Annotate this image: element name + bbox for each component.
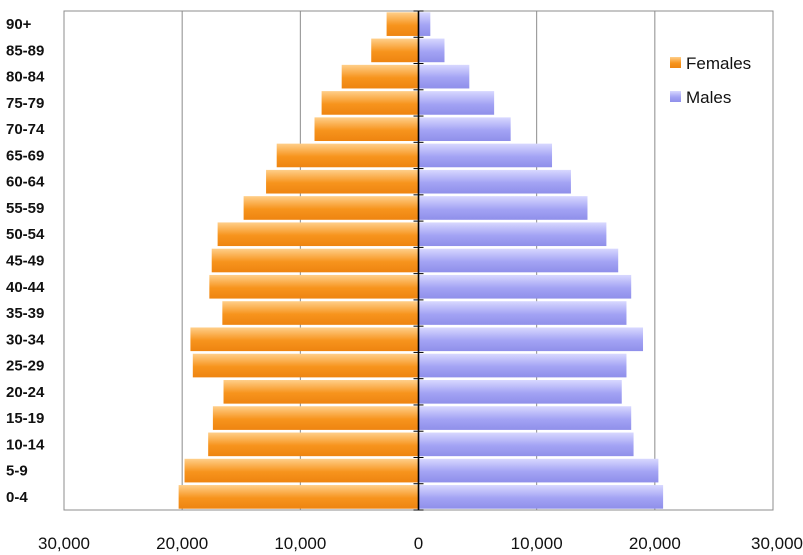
legend: Females Males xyxy=(670,54,751,107)
bar-females-30-34 xyxy=(190,327,419,352)
ytick-label-0-4: 0-4 xyxy=(6,489,28,506)
bar-females-85-89 xyxy=(371,38,419,63)
bar-males-25-29 xyxy=(418,353,627,378)
ytick-label-70-74: 70-74 xyxy=(6,121,45,138)
xtick-label-3: 0 xyxy=(414,534,423,553)
bar-females-75-79 xyxy=(321,91,419,115)
y-axis-tick-labels: 90+ 85-89 80-84 75-79 70-74 65-69 60-64 55-59 50… xyxy=(6,16,45,506)
ytick-label-50-54: 50-54 xyxy=(6,226,45,243)
bar-females-20-24 xyxy=(223,379,419,404)
xtick-label-5: 20,000 xyxy=(629,534,681,553)
bar-females-50-54 xyxy=(217,222,419,247)
legend-label-females: Females xyxy=(686,54,751,73)
bar-males-45-49 xyxy=(418,248,619,273)
ytick-label-40-44: 40-44 xyxy=(6,279,45,296)
bar-males-0-4 xyxy=(418,485,664,509)
bar-males-75-79 xyxy=(418,91,495,115)
axes xyxy=(413,10,424,511)
bar-males-15-19 xyxy=(418,406,632,430)
ytick-label-10-14: 10-14 xyxy=(6,436,45,453)
bar-females-70-74 xyxy=(314,117,419,142)
xtick-label-2: 10,000 xyxy=(274,534,326,553)
bar-males-60-64 xyxy=(418,169,571,194)
ytick-label-25-29: 25-29 xyxy=(6,358,44,375)
ytick-label-65-69: 65-69 xyxy=(6,147,44,164)
bar-females-40-44 xyxy=(209,274,419,299)
bar-males-90+ xyxy=(418,12,431,36)
legend-label-males: Males xyxy=(686,88,731,107)
bar-males-80-84 xyxy=(418,64,470,89)
bar-females-5-9 xyxy=(184,458,419,483)
ytick-label-55-59: 55-59 xyxy=(6,200,44,217)
xtick-label-1: 20,000 xyxy=(156,534,208,553)
bar-males-40-44 xyxy=(418,274,632,299)
xtick-label-0: 30,000 xyxy=(38,534,90,553)
bar-males-5-9 xyxy=(418,458,659,483)
bar-females-65-69 xyxy=(276,143,419,168)
bar-males-55-59 xyxy=(418,196,588,220)
ytick-label-45-49: 45-49 xyxy=(6,253,44,270)
xtick-label-6: 30,000 xyxy=(751,534,803,553)
bar-males-20-24 xyxy=(418,379,622,404)
bar-males-70-74 xyxy=(418,117,511,142)
bar-females-10-14 xyxy=(208,432,419,457)
bar-males-10-14 xyxy=(418,432,634,457)
bar-females-60-64 xyxy=(266,169,419,194)
bar-males-35-39 xyxy=(418,301,627,325)
bar-females-25-29 xyxy=(192,353,419,378)
xtick-label-4: 10,000 xyxy=(511,534,563,553)
ytick-label-75-79: 75-79 xyxy=(6,95,44,112)
bars xyxy=(178,12,664,509)
ytick-label-15-19: 15-19 xyxy=(6,410,44,427)
bar-females-90+ xyxy=(386,12,419,36)
bar-females-45-49 xyxy=(211,248,419,273)
legend-swatch-females xyxy=(670,57,681,68)
bar-females-0-4 xyxy=(178,485,419,509)
ytick-label-85-89: 85-89 xyxy=(6,42,44,59)
bar-males-85-89 xyxy=(418,38,445,63)
ytick-label-35-39: 35-39 xyxy=(6,305,44,322)
bar-females-55-59 xyxy=(243,196,419,220)
bar-males-50-54 xyxy=(418,222,607,247)
bar-males-30-34 xyxy=(418,327,644,352)
ytick-label-80-84: 80-84 xyxy=(6,69,45,86)
bar-females-15-19 xyxy=(212,406,419,430)
x-axis-tick-labels: 30,000 20,000 10,000 0 10,000 20,000 30,000 xyxy=(38,534,803,553)
ytick-label-60-64: 60-64 xyxy=(6,174,45,191)
ytick-label-90+: 90+ xyxy=(6,16,32,33)
bar-females-35-39 xyxy=(222,301,419,325)
bar-males-65-69 xyxy=(418,143,553,168)
legend-swatch-males xyxy=(670,91,681,102)
ytick-label-5-9: 5-9 xyxy=(6,463,28,480)
ytick-label-30-34: 30-34 xyxy=(6,331,45,348)
ytick-label-20-24: 20-24 xyxy=(6,384,45,401)
bar-females-80-84 xyxy=(341,64,419,89)
